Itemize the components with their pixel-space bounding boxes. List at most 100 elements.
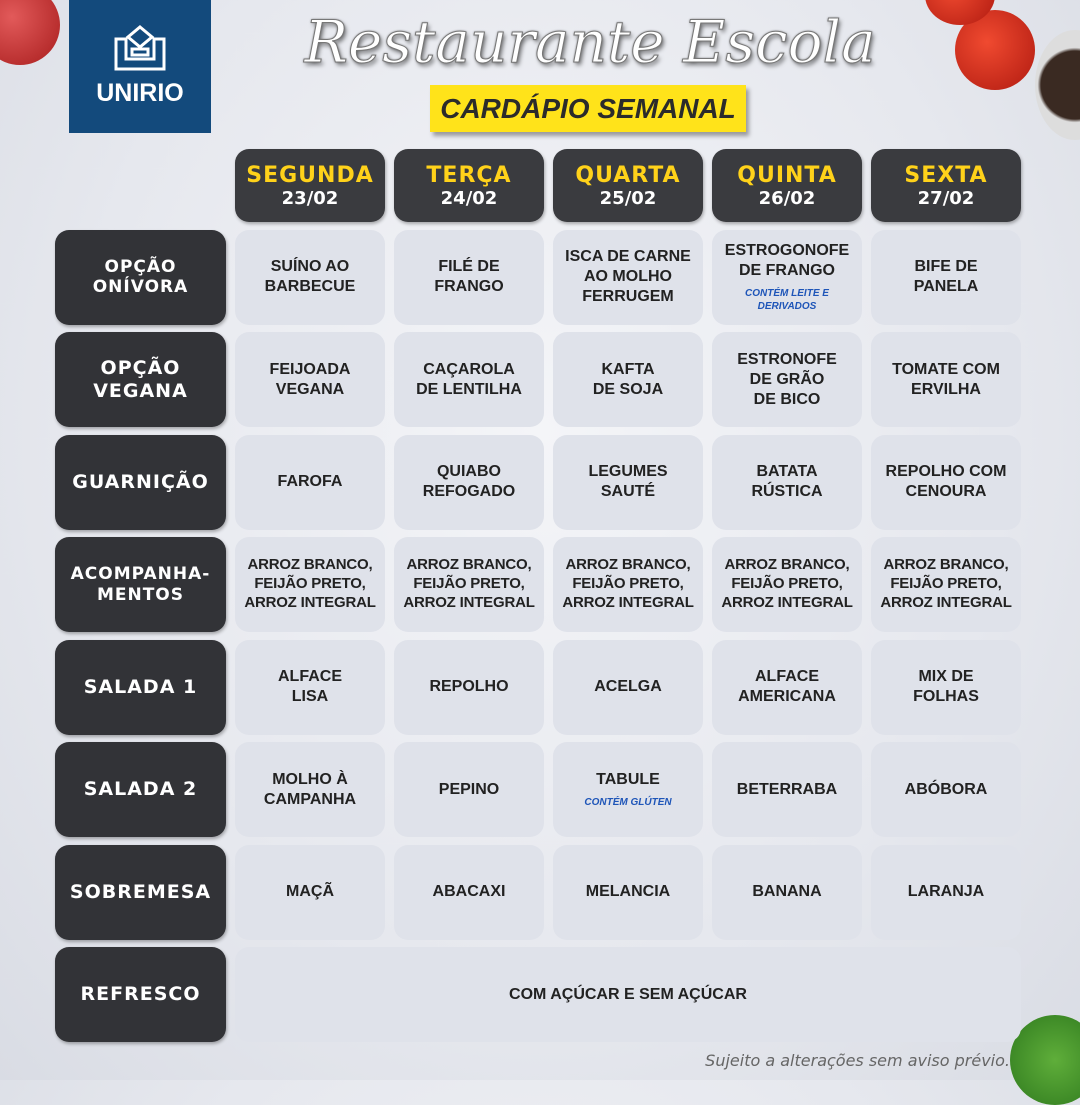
- dish-name: BATATA RÚSTICA: [751, 463, 823, 500]
- menu-cell: FEIJOADA VEGANA: [235, 332, 385, 427]
- allergen-note: CONTÉM GLÚTEN: [584, 797, 672, 808]
- menu-cell: TOMATE COM ERVILHA: [871, 332, 1021, 427]
- dish-name: ALFACE LISA: [278, 668, 342, 705]
- dish-name: FEIJOADA VEGANA: [269, 360, 351, 398]
- dish-name: QUIABO REFOGADO: [422, 463, 516, 500]
- dish-name: LEGUMES SAUTÉ: [588, 463, 668, 500]
- menu-cell: ABÓBORA: [871, 742, 1021, 837]
- day-name: TERÇA: [426, 162, 512, 188]
- menu-cell: ESTROGONOFE DE FRANGO CONTÉM LEITE E DERI…: [712, 229, 862, 325]
- day-header: SEGUNDA 23/02: [235, 149, 385, 222]
- logo-text: UNIRIO: [96, 79, 184, 107]
- dish-name: ARROZ BRANCO, FEIJÃO PRETO, ARROZ INTEGR…: [562, 556, 694, 611]
- dish-name: MOLHO À CAMPANHA: [263, 770, 357, 808]
- day-header: QUINTA 26/02: [712, 149, 862, 222]
- footer-note: Sujeito a alterações sem aviso prévio.: [705, 1051, 1010, 1070]
- day-header: SEXTA 27/02: [871, 149, 1021, 222]
- menu-cell: ESTRONOFE DE GRÃO DE BICO: [712, 332, 862, 427]
- menu-cell: ALFACE AMERICANA: [712, 639, 862, 735]
- row-label: SALADA 2: [55, 742, 226, 837]
- dish-name: ARROZ BRANCO, FEIJÃO PRETO, ARROZ INTEGR…: [721, 556, 853, 611]
- menu-cell: MIX DE FOLHAS: [871, 639, 1021, 735]
- dish-name: BETERRABA: [736, 780, 838, 798]
- dish-name: FAROFA: [277, 473, 343, 490]
- menu-cell: BATATA RÚSTICA: [712, 434, 862, 530]
- menu-cell: KAFTA DE SOJA: [553, 332, 703, 427]
- dish-name: REPOLHO: [429, 678, 509, 695]
- menu-cell: BETERRABA: [712, 742, 862, 837]
- menu-cell: ISCA DE CARNE AO MOLHO FERRUGEM: [553, 229, 703, 325]
- day-name: QUARTA: [575, 162, 681, 188]
- pepper-bowl-decoration: [1035, 30, 1080, 140]
- menu-cell: TABULE CONTÉM GLÚTEN: [553, 742, 703, 837]
- day-header: TERÇA 24/02: [394, 149, 544, 222]
- dish-name: ABÓBORA: [904, 780, 988, 798]
- dish-name: ESTROGONOFE DE FRANGO: [724, 242, 850, 279]
- page-subtitle: CARDÁPIO SEMANAL: [430, 85, 746, 132]
- day-date: 27/02: [917, 187, 975, 209]
- day-name: SEGUNDA: [246, 162, 374, 188]
- menu-cell: LARANJA: [871, 844, 1021, 940]
- dish-name: PEPINO: [438, 780, 500, 798]
- menu-cell: MAÇÃ: [235, 844, 385, 940]
- menu-cell: ARROZ BRANCO, FEIJÃO PRETO, ARROZ INTEGR…: [553, 537, 703, 632]
- menu-cell: QUIABO REFOGADO: [394, 434, 544, 530]
- menu-cell: PEPINO: [394, 742, 544, 837]
- dish-name: FILÉ DE FRANGO: [434, 258, 504, 295]
- row-label: ACOMPANHA- MENTOS: [55, 537, 226, 632]
- dish-name: BIFE DE PANELA: [913, 258, 979, 295]
- row-label: SALADA 1: [55, 639, 226, 735]
- dish-name: TOMATE COM ERVILHA: [892, 360, 1000, 398]
- refresco-cell: COM AÇÚCAR E SEM AÇÚCAR: [235, 947, 1021, 1042]
- dish-name: TABULE: [596, 771, 660, 788]
- menu-cell: ABACAXI: [394, 844, 544, 940]
- dish-name: REPOLHO COM CENOURA: [885, 463, 1007, 500]
- day-date: 25/02: [599, 187, 657, 209]
- corner-spacer: [55, 149, 226, 222]
- menu-cell: REPOLHO: [394, 639, 544, 735]
- unirio-emblem-icon: [114, 25, 166, 71]
- menu-cell: FILÉ DE FRANGO: [394, 229, 544, 325]
- dish-name: BANANA: [752, 883, 822, 900]
- menu-cell: ACELGA: [553, 639, 703, 735]
- dish-name: ARROZ BRANCO, FEIJÃO PRETO, ARROZ INTEGR…: [244, 556, 376, 611]
- menu-cell: ARROZ BRANCO, FEIJÃO PRETO, ARROZ INTEGR…: [712, 537, 862, 632]
- apple-decoration: [0, 0, 60, 65]
- dish-name: ESTRONOFE DE GRÃO DE BICO: [737, 350, 837, 408]
- dish-name: CAÇAROLA DE LENTILHA: [416, 360, 522, 398]
- day-date: 23/02: [281, 187, 339, 209]
- menu-cell: ARROZ BRANCO, FEIJÃO PRETO, ARROZ INTEGR…: [235, 537, 385, 632]
- dish-name: MELANCIA: [585, 883, 671, 900]
- allergen-note: CONTÉM LEITE E DERIVADOS: [745, 288, 829, 312]
- menu-cell: CAÇAROLA DE LENTILHA: [394, 332, 544, 427]
- dish-name: ALFACE AMERICANA: [738, 668, 836, 705]
- day-date: 24/02: [440, 187, 498, 209]
- day-header: QUARTA 25/02: [553, 149, 703, 222]
- row-label: OPÇÃO VEGANA: [55, 332, 226, 427]
- dish-name: ACELGA: [594, 678, 662, 695]
- menu-grid: SEGUNDA 23/02 TERÇA 24/02 QUARTA 25/02 QUINTA 2…: [55, 149, 1021, 1042]
- menu-cell: LEGUMES SAUTÉ: [553, 434, 703, 530]
- dish-name: ABACAXI: [432, 883, 506, 900]
- menu-cell: SUÍNO AO BARBECUE: [235, 229, 385, 325]
- dish-name: ARROZ BRANCO, FEIJÃO PRETO, ARROZ INTEGR…: [403, 556, 535, 611]
- unirio-logo: UNIRIO: [69, 0, 211, 133]
- page-title: Restaurante Escola: [304, 8, 876, 77]
- day-name: SEXTA: [904, 162, 988, 188]
- row-label: SOBREMESA: [55, 844, 226, 940]
- dish-name: ISCA DE CARNE AO MOLHO FERRUGEM: [565, 248, 691, 305]
- menu-cell: BANANA: [712, 844, 862, 940]
- menu-cell: ARROZ BRANCO, FEIJÃO PRETO, ARROZ INTEGR…: [394, 537, 544, 632]
- menu-cell: ALFACE LISA: [235, 639, 385, 735]
- menu-cell: FAROFA: [235, 434, 385, 530]
- menu-cell: MOLHO À CAMPANHA: [235, 742, 385, 837]
- dish-name: ARROZ BRANCO, FEIJÃO PRETO, ARROZ INTEGR…: [880, 556, 1012, 611]
- dish-name: KAFTA DE SOJA: [592, 360, 664, 398]
- row-label: REFRESCO: [55, 947, 226, 1042]
- dish-name: MIX DE FOLHAS: [913, 668, 979, 705]
- row-label: GUARNIÇÃO: [55, 434, 226, 530]
- row-label: OPÇÃO ONÍVORA: [55, 229, 226, 325]
- dish-name: LARANJA: [907, 883, 985, 900]
- menu-cell: BIFE DE PANELA: [871, 229, 1021, 325]
- day-name: QUINTA: [737, 162, 837, 188]
